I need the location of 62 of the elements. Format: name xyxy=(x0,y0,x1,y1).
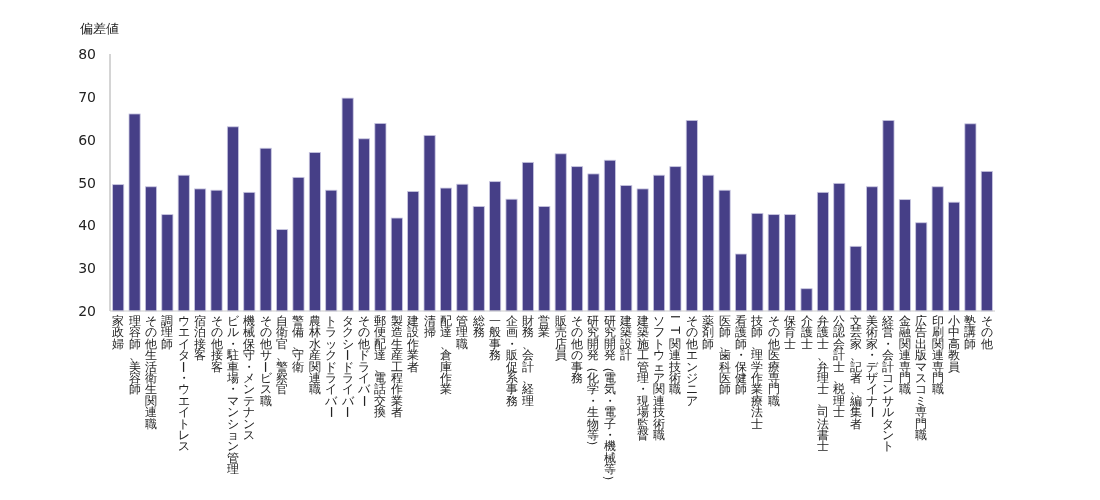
x-tick-label: その他医療専門職 xyxy=(767,314,780,408)
x-tick-label: 建設作業者 xyxy=(406,314,420,374)
x-tick-label: 農林水産関連職 xyxy=(307,314,321,397)
x-tick-label: 建築設計 xyxy=(619,314,633,363)
x-tick-label: 塾講師 xyxy=(964,314,977,351)
x-tick-label: その他接客 xyxy=(210,314,223,374)
x-tick-label: 管理職 xyxy=(456,314,469,351)
x-tick-label: その他サービス職 xyxy=(258,314,273,408)
x-tick-label: ウエイター・ウエイトレス xyxy=(176,314,191,454)
x-tick-label: 印刷関連専門職 xyxy=(931,314,944,397)
y-tick-label: 40 xyxy=(78,217,96,234)
x-tick-label: その他の事務 xyxy=(571,314,584,385)
y-tick-label: 20 xyxy=(78,303,96,319)
x-tick-label: 経営・会計コンサルタント xyxy=(881,314,895,454)
x-tick-label: その他エンジニア xyxy=(685,314,698,408)
x-tick-label: 家政婦 xyxy=(112,314,125,351)
x-tick-label: 郵便配達、電話交換 xyxy=(374,314,387,420)
x-tick-label: 製造生産工程作業者 xyxy=(389,314,403,420)
x-tick-label: 建築施工管理・現場監督 xyxy=(635,314,649,442)
x-tick-label: 広告出版マスコミ専門職 xyxy=(915,314,928,442)
x-tick-label: トラックドライバー xyxy=(323,314,339,419)
x-tick-label: 企画・販促系事務 xyxy=(505,314,518,408)
x-tick-label: 配達、倉庫作業 xyxy=(438,314,452,397)
x-tick-label: 清掃 xyxy=(423,314,436,340)
y-tick-label: 60 xyxy=(78,131,96,148)
x-tick-label: タクシードライバー xyxy=(340,314,355,419)
x-tick-label: その他生活衛生関連職 xyxy=(144,314,157,431)
x-tick-label: IT関連技術職 xyxy=(667,315,682,397)
x-tick-label: 販売店員 xyxy=(554,314,567,363)
x-tick-label: 看護師・保健師 xyxy=(734,314,747,397)
x-tick-label: 一般事務 xyxy=(489,314,502,363)
y-axis-title: 偏差値 xyxy=(80,21,119,36)
x-tick-label: その他 xyxy=(980,314,993,351)
x-tick-label: 薬剤師 xyxy=(702,314,715,351)
x-tick-label: 介護士 xyxy=(800,314,813,351)
x-tick-label: 自衛官、警察官 xyxy=(276,314,289,397)
x-tick-label: ソフトウェア関連技術職 xyxy=(652,314,666,442)
x-tick-label: 公認会計士、税理士 xyxy=(833,314,846,420)
x-tick-label: 弁護士、弁理士、司法書士 xyxy=(816,314,829,454)
x-tick-label: 医師、歯科医師 xyxy=(718,314,731,397)
x-tick-label: 研究開発（化学・生物等） xyxy=(585,314,600,453)
x-tick-label: 理容師、美容師 xyxy=(128,314,141,397)
x-tick-label: 宿泊接客 xyxy=(194,314,207,363)
x-tick-label: 財務、会計、経理 xyxy=(520,314,534,408)
x-tick-label: ビル・駐車場・マンション管理 xyxy=(225,314,240,477)
x-tick-label: 営業 xyxy=(538,314,551,340)
x-tick-label: 警備、守衛 xyxy=(292,314,305,374)
x-tick-label: 機械保守・メンテナンス xyxy=(243,314,256,442)
x-tick-label: 文芸家、記者、編集者 xyxy=(848,314,862,431)
x-tick-label: 総務 xyxy=(471,314,485,340)
y-tick-label: 70 xyxy=(78,88,96,105)
x-tick-label: 調理師 xyxy=(161,314,174,351)
x-tick-label: 小中高教員 xyxy=(948,314,961,374)
y-tick-label: 80 xyxy=(78,46,96,62)
x-tick-label: 金融関連専門職 xyxy=(898,314,911,397)
y-tick-label: 30 xyxy=(78,260,96,277)
y-tick-label: 50 xyxy=(78,174,96,191)
x-tick-label: 研究開発（電気・電子・機械等） xyxy=(602,314,617,487)
x-tick-label: その他ドライバー xyxy=(356,314,372,407)
x-tick-label: 技師、理学作業療法士 xyxy=(750,314,764,431)
x-tick-label: 美術家・デザイナー xyxy=(864,314,880,419)
x-tick-label: 保育士 xyxy=(784,314,797,351)
